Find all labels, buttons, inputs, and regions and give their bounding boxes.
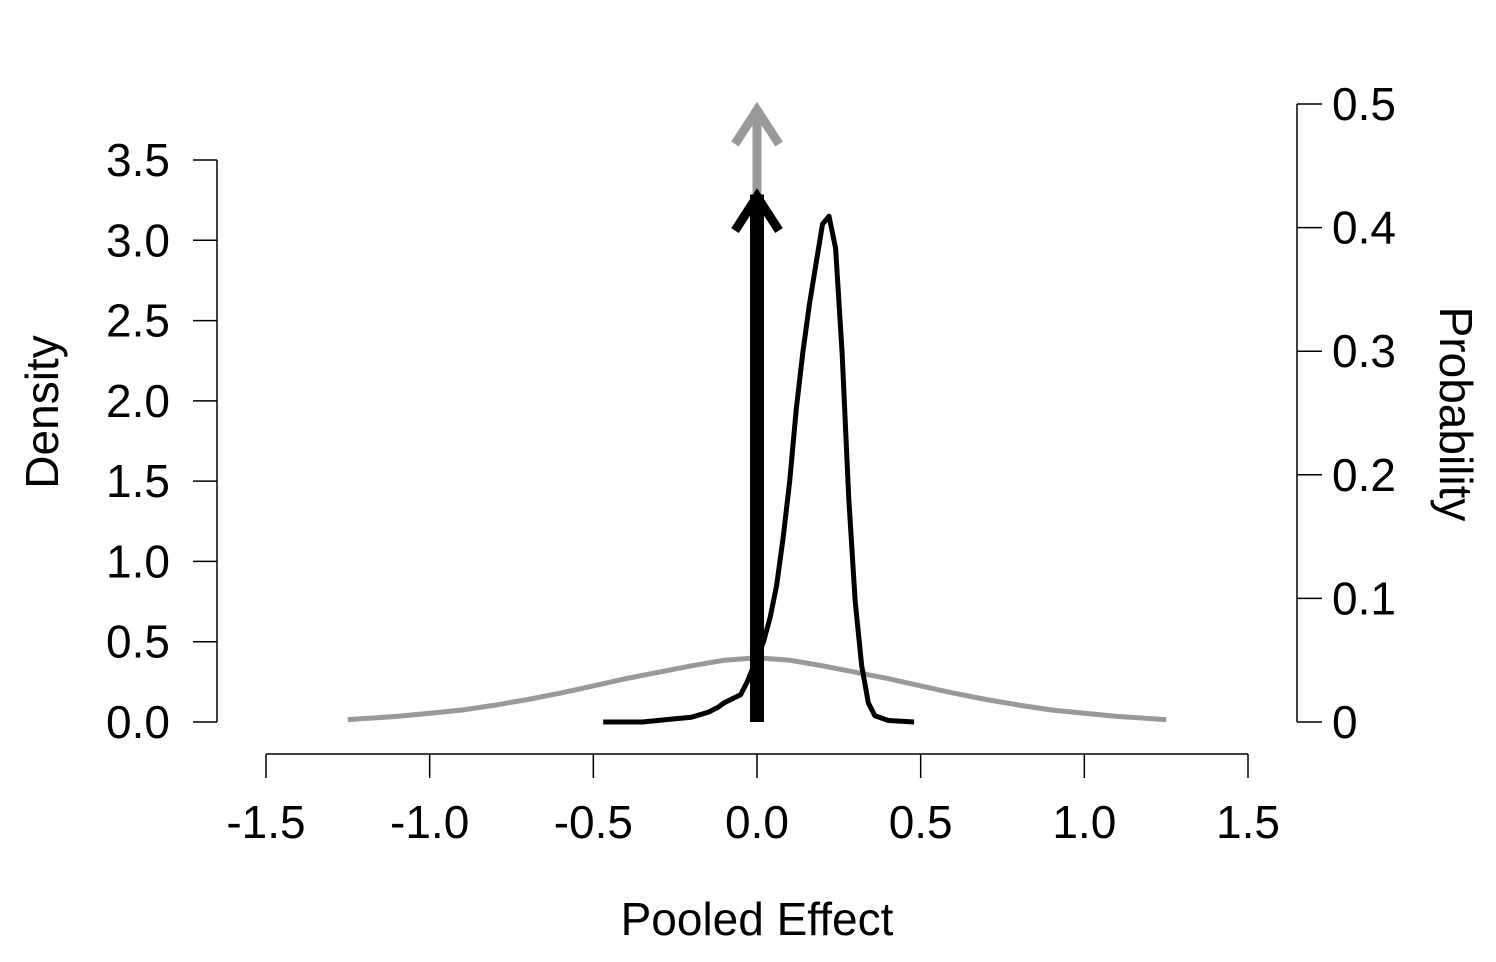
y-tick-label: 0.0 [106,696,170,748]
y-tick-label: 2.0 [106,375,170,427]
y-tick-label: 3.5 [106,134,170,186]
x-tick-label: 1.0 [1052,796,1116,848]
y2-axis-title: Probability [1430,307,1482,522]
y2-tick-label: 0.2 [1332,449,1396,501]
x-tick-label: -0.5 [554,796,633,848]
y-axis-title: Density [16,335,68,488]
x-tick-label: -1.0 [390,796,469,848]
y2-tick-label: 0 [1332,696,1358,748]
x-tick-label: 1.5 [1216,796,1280,848]
posterior-spike [731,188,783,722]
posterior-spike-arrowhead [731,188,783,233]
y-axis: 0.0 0.5 1.0 1.5 2.0 2.5 3.0 3.5 [106,134,218,748]
y-tick-label: 3.0 [106,214,170,266]
y-tick-label: 1.5 [106,455,170,507]
y-tick-label: 0.5 [106,616,170,668]
y2-axis: 0 0.1 0.2 0.3 0.4 0.5 [1296,78,1396,748]
y-tick-label: 2.5 [106,295,170,347]
y2-tick-label: 0.5 [1332,78,1396,130]
x-tick-label: 0.0 [725,796,789,848]
x-tick-label: 0.5 [889,796,953,848]
y2-tick-label: 0.1 [1332,572,1396,624]
y2-tick-label: 0.4 [1332,202,1396,254]
y2-tick-label: 0.3 [1332,325,1396,377]
x-axis-title: Pooled Effect [621,893,894,945]
x-axis: -1.5 -1.0 -0.5 0.0 0.5 1.0 1.5 [226,753,1280,848]
axes-layer: 0.0 0.5 1.0 1.5 2.0 2.5 3.0 3.5 0 0.1 0.2 0.3 0.4 0.5… [106,78,1396,848]
x-tick-label: -1.5 [226,796,305,848]
y-tick-label: 1.0 [106,535,170,587]
posterior-density-line [603,213,915,725]
prior-spike-arrowhead [731,101,783,147]
spikes-layer [731,101,783,722]
